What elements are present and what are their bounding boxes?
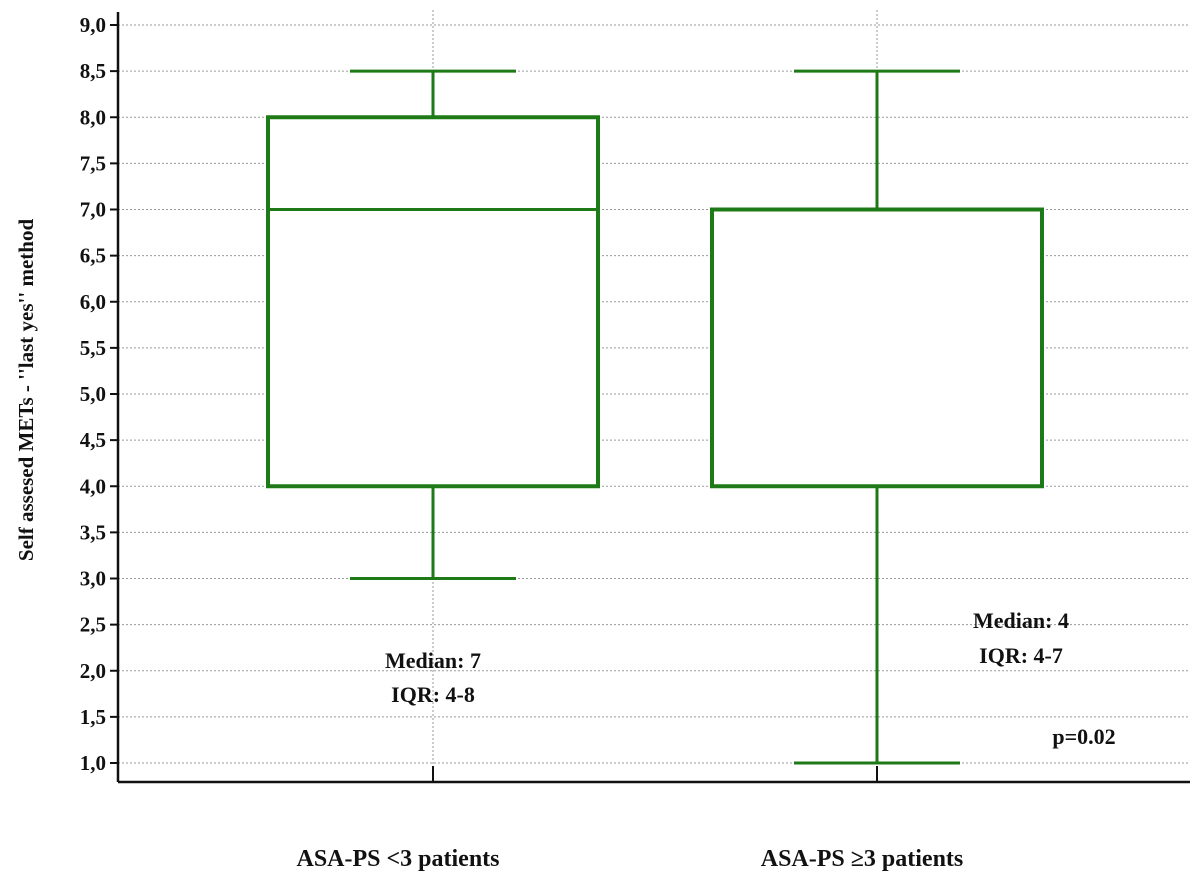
y-axis-label: Self assesed METs - ''last yes'' method	[14, 219, 38, 562]
annotation-iqr-2: IQR: 4-7	[979, 643, 1063, 668]
y-tick-label: 8,0	[80, 105, 106, 129]
annotation-iqr-1: IQR: 4-8	[391, 682, 475, 707]
y-tick-label: 6,5	[80, 244, 106, 268]
y-tick-label: 3,5	[80, 520, 106, 544]
axes: 1,0 1,5 2,0 2,5 3,0 3,5 4,0 4,5 5,0 5,5 6,0 6,5 7,0 7…	[80, 12, 1190, 784]
y-tick-label: 5,0	[80, 382, 106, 406]
y-tick-label: 4,5	[80, 428, 106, 452]
y-tick-label: 4,0	[80, 474, 106, 498]
box-group-1	[266, 69, 600, 580]
annotation-p-value: p=0.02	[1052, 724, 1115, 749]
y-tick-label: 8,5	[80, 59, 106, 83]
box-group-2	[710, 69, 1044, 765]
labels: Self assesed METs - ''last yes'' method …	[14, 219, 1116, 872]
category-label-1: ASA-PS ≥3 patients	[761, 846, 964, 872]
y-tick-label: 1,0	[80, 751, 106, 775]
annotation-median-1: Median: 7	[385, 648, 481, 673]
y-tick-label: 3,0	[80, 567, 106, 591]
y-tick-label: 7,5	[80, 151, 106, 175]
y-tick-label: 2,0	[80, 659, 106, 683]
boxes	[266, 69, 1044, 765]
category-label-0: ASA-PS <3 patients	[296, 846, 499, 872]
y-tick-label: 6,0	[80, 290, 106, 314]
annotation-median-2: Median: 4	[973, 608, 1069, 633]
iqr-box	[710, 207, 1044, 489]
y-tick-label: 1,5	[80, 705, 106, 729]
y-tick-label: 7,0	[80, 198, 106, 222]
y-tick-label: 9,0	[80, 13, 106, 37]
y-tick-label: 5,5	[80, 336, 106, 360]
iqr-box	[266, 115, 600, 489]
y-tick-label: 2,5	[80, 613, 106, 637]
